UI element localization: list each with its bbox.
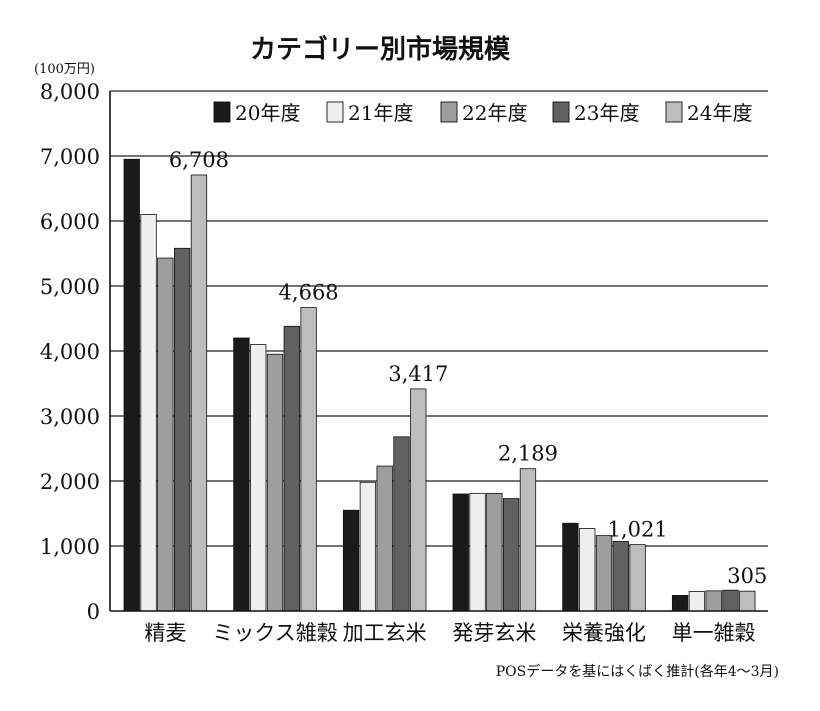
y-tick-label: 6,000 <box>40 210 100 234</box>
data-label: 2,189 <box>498 442 558 466</box>
data-label: 4,668 <box>279 281 339 305</box>
bar <box>173 247 191 612</box>
bar <box>300 307 317 612</box>
y-tick-label: 0 <box>87 600 100 624</box>
legend-swatch <box>440 101 458 123</box>
y-tick-label: 1,000 <box>40 535 100 559</box>
bar <box>283 325 300 612</box>
legend: 20年度 21年度 22年度 23年度 24年度 <box>213 101 752 125</box>
bar <box>376 465 393 612</box>
bar <box>486 492 503 612</box>
legend-label: 24年度 <box>687 101 752 125</box>
x-tick-label: 加工玄米 <box>343 621 427 645</box>
y-tick-label: 8,000 <box>40 80 100 104</box>
gridlines <box>110 90 768 547</box>
legend-label: 23年度 <box>574 101 639 125</box>
bar <box>359 481 377 612</box>
legend-swatch <box>213 101 231 123</box>
bar <box>579 528 596 612</box>
bar <box>562 522 579 612</box>
data-label: 305 <box>727 564 767 588</box>
legend-label: 21年度 <box>348 101 413 125</box>
y-tick-label: 2,000 <box>40 470 100 494</box>
chart-title: カテゴリー別市場規模 <box>250 34 511 65</box>
bar <box>612 541 629 612</box>
x-tick-label: 発芽玄米 <box>452 621 536 645</box>
axes <box>109 91 768 612</box>
y-axis-ticks: 0 1,000 2,000 3,000 4,000 5,000 6,000 7,000 8,00… <box>40 80 100 624</box>
bar <box>722 589 739 612</box>
data-label: 1,021 <box>608 518 668 542</box>
bar <box>233 337 250 612</box>
bar <box>250 344 267 612</box>
legend-swatch <box>665 101 683 123</box>
legend-swatch <box>326 101 344 123</box>
unit-label: (100万円) <box>34 62 95 77</box>
bar <box>469 492 486 612</box>
bar <box>688 591 706 612</box>
y-tick-label: 5,000 <box>40 275 100 299</box>
data-labels: 6,708 4,668 3,417 2,189 1,021 305 <box>169 148 767 588</box>
y-tick-label: 3,000 <box>40 405 100 429</box>
bar <box>502 498 520 612</box>
bar <box>157 257 174 612</box>
data-label: 3,417 <box>388 362 448 386</box>
bar <box>671 595 689 612</box>
bar <box>190 174 208 612</box>
bar <box>739 590 756 612</box>
source-note: POSデータを基にはくばく推計(各年4～3月) <box>496 663 779 680</box>
x-axis-ticks: 精麦 ミックス雑穀 加工玄米 発芽玄米 栄養強化 単一雑穀 <box>144 621 755 645</box>
x-tick-label: 精麦 <box>144 621 186 645</box>
bar <box>452 493 469 612</box>
bar <box>629 544 646 612</box>
y-tick-label: 4,000 <box>40 340 100 364</box>
legend-label: 22年度 <box>462 101 527 125</box>
bar <box>393 436 410 612</box>
legend-label: 20年度 <box>235 101 300 125</box>
bar <box>705 590 722 612</box>
legend-swatch <box>552 101 570 123</box>
bar <box>342 509 360 612</box>
y-tick-label: 7,000 <box>40 145 100 169</box>
bar <box>595 535 613 612</box>
bar <box>266 353 284 612</box>
x-tick-label: ミックス雑穀 <box>212 621 337 645</box>
data-label: 6,708 <box>169 148 229 172</box>
bar <box>410 388 427 612</box>
bar <box>123 158 140 612</box>
x-tick-label: 単一雑穀 <box>672 621 756 645</box>
bar <box>519 468 537 612</box>
bar <box>140 214 157 612</box>
x-tick-label: 栄養強化 <box>562 621 646 645</box>
